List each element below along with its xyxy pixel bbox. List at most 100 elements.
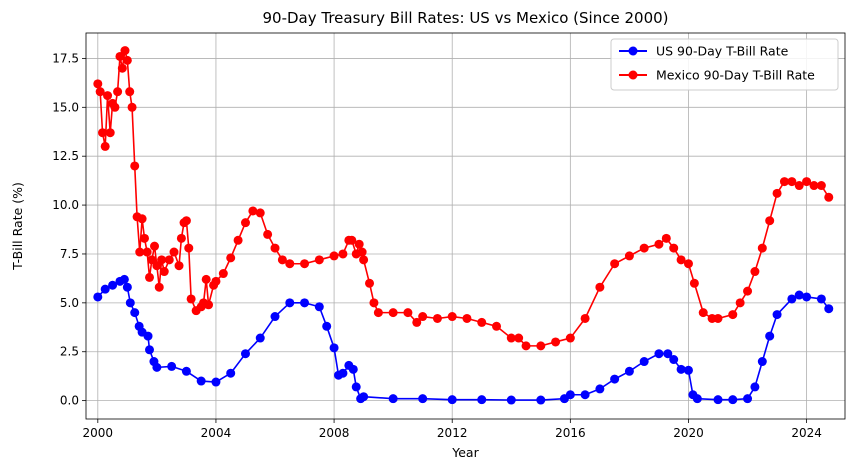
data-point-mexico xyxy=(432,313,442,323)
data-point-us xyxy=(669,355,679,365)
data-point-us xyxy=(108,280,118,290)
data-point-mexico xyxy=(447,312,457,322)
data-point-us xyxy=(580,390,590,400)
data-point-us xyxy=(167,361,177,371)
data-point-mexico xyxy=(270,243,280,253)
legend-swatch-marker-mexico xyxy=(628,70,638,80)
legend-label-us: US 90-Day T-Bill Rate xyxy=(656,44,789,59)
data-point-mexico xyxy=(779,177,789,187)
data-point-mexico xyxy=(676,255,686,265)
data-point-us xyxy=(348,364,358,374)
data-point-mexico xyxy=(506,333,516,343)
data-point-mexico xyxy=(263,229,273,239)
data-point-mexico xyxy=(403,308,413,318)
data-point-us xyxy=(181,366,191,376)
data-point-us xyxy=(676,364,686,374)
data-point-mexico xyxy=(157,255,167,265)
y-tick-label: 0.0 xyxy=(60,394,79,408)
data-point-mexico xyxy=(787,177,797,187)
data-point-us xyxy=(226,368,236,378)
legend-swatch-marker-us xyxy=(628,46,638,56)
data-point-us xyxy=(683,365,693,375)
data-point-us xyxy=(565,390,575,400)
y-axis-ticks: 0.0 2.5 5.0 7.5 10.0 12.5 15.0 17.5 xyxy=(52,51,86,408)
data-point-mexico xyxy=(142,247,152,257)
data-point-mexico xyxy=(689,278,699,288)
data-point-mexico xyxy=(277,255,287,265)
data-point-mexico xyxy=(536,341,546,351)
data-point-mexico xyxy=(765,216,775,226)
data-point-mexico xyxy=(248,206,258,216)
data-point-mexico xyxy=(794,181,804,191)
data-point-mexico xyxy=(300,259,310,269)
data-point-mexico xyxy=(255,208,265,218)
y-tick-label: 15.0 xyxy=(52,100,79,114)
data-point-mexico xyxy=(462,313,472,323)
data-point-us xyxy=(152,362,162,372)
data-point-us xyxy=(359,392,369,402)
data-point-mexico xyxy=(103,91,113,101)
series-layer xyxy=(93,46,834,405)
x-tick-label: 2024 xyxy=(791,426,822,440)
data-point-us xyxy=(93,292,103,302)
data-point-mexico xyxy=(809,181,819,191)
data-point-mexico xyxy=(154,282,164,292)
data-point-us xyxy=(728,395,738,405)
data-point-mexico xyxy=(120,46,130,56)
data-point-mexico xyxy=(150,241,160,251)
y-axis-label: T-Bill Rate (%) xyxy=(10,182,25,271)
data-point-mexico xyxy=(354,239,364,249)
data-point-us xyxy=(654,349,664,359)
y-tick-label: 12.5 xyxy=(52,149,79,163)
data-point-us xyxy=(816,294,826,304)
data-point-mexico xyxy=(735,298,745,308)
data-point-mexico xyxy=(226,253,236,263)
data-point-us xyxy=(100,284,110,294)
data-point-mexico xyxy=(93,79,103,89)
data-point-us xyxy=(125,298,135,308)
data-point-us xyxy=(447,395,457,405)
data-point-us xyxy=(300,298,310,308)
data-point-mexico xyxy=(661,233,671,243)
data-point-us xyxy=(477,395,487,405)
data-point-mexico xyxy=(285,259,295,269)
plot-frame xyxy=(85,32,846,420)
data-point-mexico xyxy=(169,247,179,257)
data-point-mexico xyxy=(369,298,379,308)
data-point-us xyxy=(639,357,649,367)
data-point-us xyxy=(322,321,332,331)
data-point-mexico xyxy=(110,102,120,112)
x-tick-label: 2008 xyxy=(319,426,350,440)
data-point-mexico xyxy=(669,243,679,253)
data-point-mexico xyxy=(802,177,812,187)
data-point-us xyxy=(743,394,753,404)
data-point-mexico xyxy=(98,128,108,138)
data-point-us xyxy=(536,395,546,405)
data-point-mexico xyxy=(105,128,115,138)
data-point-mexico xyxy=(117,63,127,73)
data-point-us xyxy=(750,382,760,392)
y-tick-label: 17.5 xyxy=(52,51,79,65)
series-us xyxy=(93,274,834,405)
data-point-us xyxy=(595,384,605,394)
data-point-mexico xyxy=(147,255,157,265)
data-point-us xyxy=(119,274,129,284)
data-point-mexico xyxy=(816,181,826,191)
data-point-us xyxy=(285,298,295,308)
data-point-mexico xyxy=(757,243,767,253)
data-point-us xyxy=(351,382,361,392)
data-point-us xyxy=(240,349,250,359)
legend-label-mexico: Mexico 90-Day T-Bill Rate xyxy=(656,68,815,83)
data-point-mexico xyxy=(743,286,753,296)
data-point-us xyxy=(329,343,339,353)
data-point-us xyxy=(506,395,516,405)
data-point-mexico xyxy=(373,308,383,318)
data-point-mexico xyxy=(181,216,191,226)
data-point-us xyxy=(824,304,834,314)
data-point-us xyxy=(130,308,140,318)
data-point-us xyxy=(143,331,153,341)
data-point-mexico xyxy=(388,308,398,318)
data-point-mexico xyxy=(314,255,324,265)
data-point-mexico xyxy=(100,141,110,151)
data-point-us xyxy=(196,376,206,386)
